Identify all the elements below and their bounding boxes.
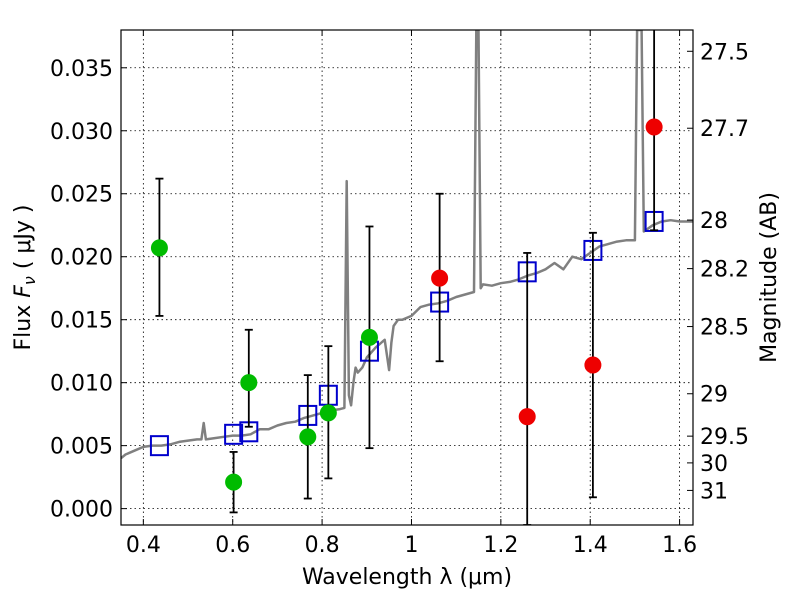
y2-tick-label: 31 [700, 479, 728, 504]
data-point [360, 328, 378, 346]
y-tick-label: 0.020 [50, 246, 113, 271]
y2-tick-label: 28.5 [700, 316, 749, 341]
model-square-marker [224, 423, 244, 445]
y-axis-title-symbol: F [11, 285, 36, 298]
y-tick-label: 0.015 [50, 309, 113, 334]
y-axis-title-subscript: ν [20, 276, 39, 285]
plot-frame [120, 29, 694, 526]
data-point [299, 428, 317, 446]
y-tick-label: 0.010 [50, 372, 113, 397]
y2-tick-label: 27.5 [700, 40, 749, 65]
x-tick-label: 0.6 [215, 533, 250, 558]
y2-tick-label: 28.2 [700, 258, 749, 283]
x-tick-label: 0.4 [126, 533, 161, 558]
data-point [319, 404, 337, 422]
data-point [150, 239, 168, 257]
y-tick-label: 0.030 [50, 120, 113, 145]
spectrum-line [121, 30, 693, 460]
grid-layer [121, 30, 693, 525]
data-point [225, 473, 243, 491]
x-tick-label: 1 [404, 533, 418, 558]
y-axis-title-suffix: ( μJy ) [11, 205, 36, 277]
y2-axis-title: Magnitude (AB) [757, 192, 782, 363]
plot-layer [121, 30, 693, 525]
y-axis-title-prefix: Flux [11, 298, 36, 351]
y2-tick-label: 29.5 [700, 425, 749, 450]
x-tick-label: 1.2 [483, 533, 518, 558]
y-tick-label: 0.025 [50, 183, 113, 208]
x-axis-title: Wavelength λ (μm) [302, 565, 512, 590]
data-point [645, 118, 663, 136]
data-point [431, 269, 449, 287]
y-tick-label: 0.000 [50, 498, 113, 523]
x-tick-label: 0.8 [305, 533, 340, 558]
data-point [240, 374, 258, 392]
y-tick-label: 0.005 [50, 435, 113, 460]
model-square-marker [149, 435, 169, 457]
tick-layer: 0.4 0.6 0.8 1 1.2 1.4 1.6 0.000 0.005 0.010 0.015 0… [50, 30, 749, 558]
data-point [584, 356, 602, 374]
y2-tick-label: 30 [700, 452, 728, 477]
y2-tick-label: 27.7 [700, 117, 749, 142]
y-tick-label: 0.035 [50, 57, 113, 82]
y2-tick-label: 29 [700, 383, 728, 408]
data-point [518, 408, 536, 426]
x-tick-label: 1.4 [573, 533, 608, 558]
x-tick-label: 1.6 [662, 533, 697, 558]
y-axis-title: Flux Fν ( μJy ) [11, 205, 39, 351]
y2-tick-label: 28 [700, 209, 728, 234]
